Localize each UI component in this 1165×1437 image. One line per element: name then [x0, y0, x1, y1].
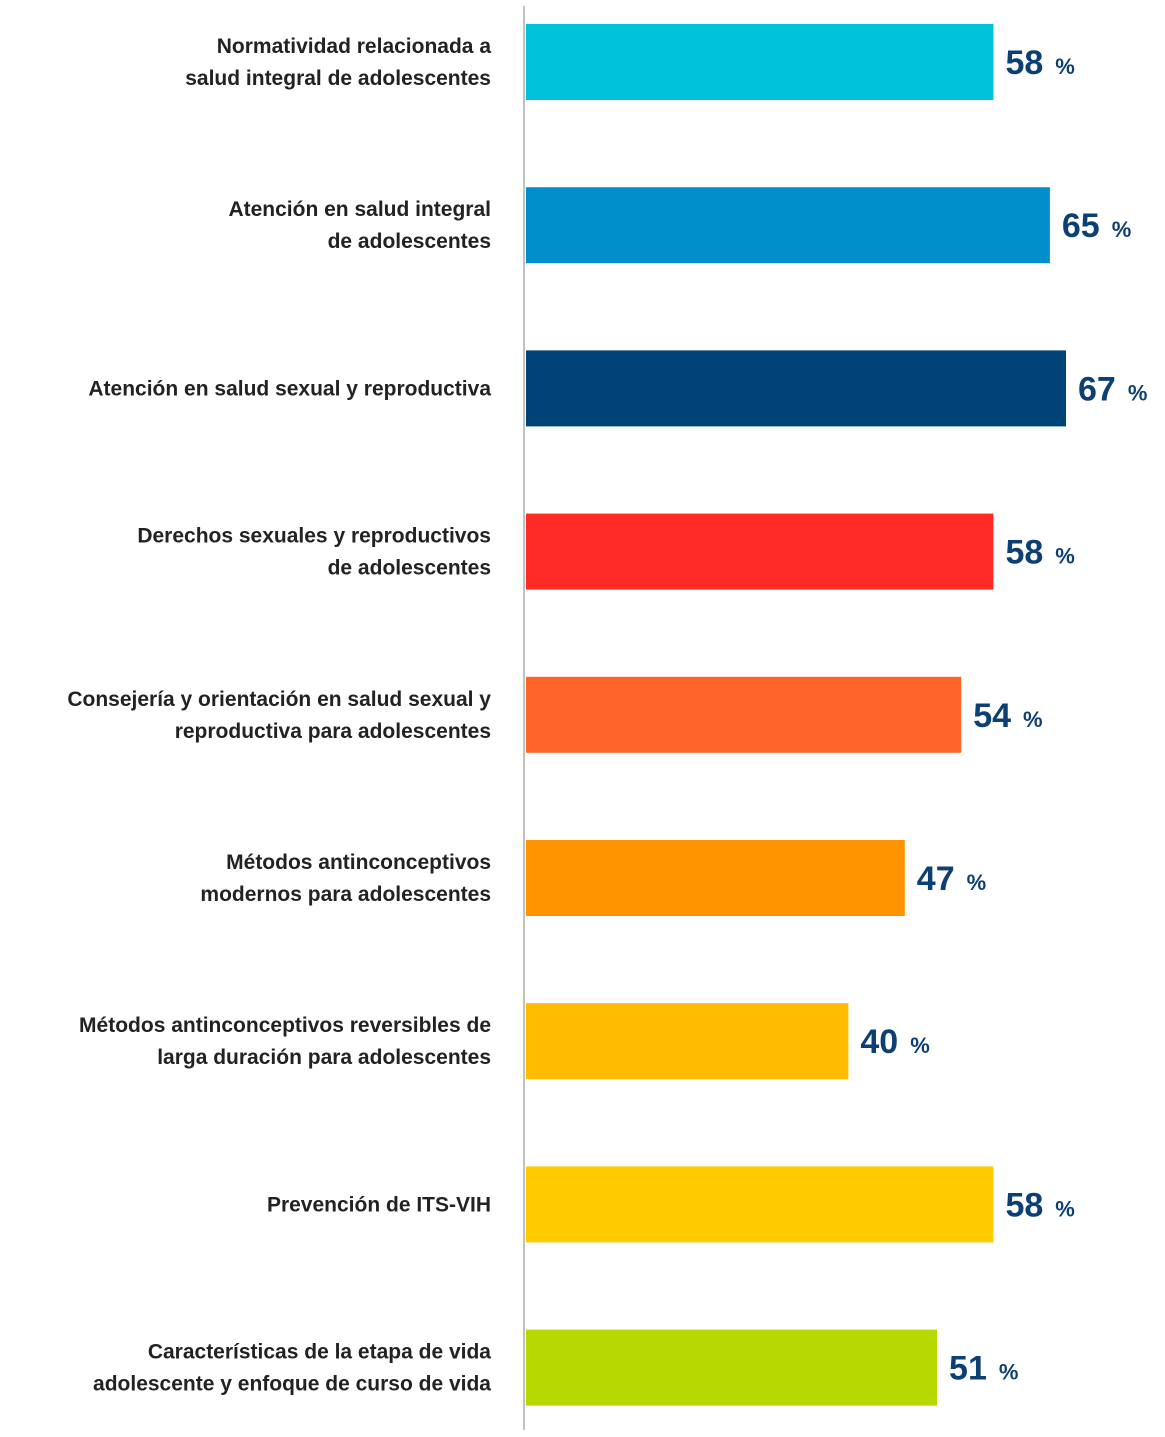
value-label: 54% [973, 697, 1042, 735]
value-number: 65 [1062, 207, 1100, 245]
value-label: 58% [1005, 534, 1074, 572]
category-label: Prevención de ITS-VIH [267, 1193, 491, 1216]
value-unit: % [967, 870, 987, 895]
value-number: 40 [860, 1023, 898, 1061]
value-unit: % [1023, 707, 1043, 732]
value-unit: % [910, 1033, 930, 1058]
bar [526, 350, 1066, 427]
value-number: 58 [1005, 1186, 1043, 1224]
bar [526, 24, 994, 100]
category-label-line: Atención en salud sexual y reproductiva [88, 377, 491, 400]
category-label-line: de adolescentes [328, 230, 491, 253]
category-label: Atención en salud integral de adolescente… [228, 198, 491, 253]
category-label-line: Características de la etapa de vida [148, 1341, 491, 1364]
value-unit: % [1112, 217, 1132, 242]
category-label: Derechos sexuales y reproductivos de adol… [137, 525, 491, 580]
value-number: 67 [1078, 370, 1116, 408]
category-label: Atención en salud sexual y reproductiva [88, 377, 491, 400]
category-label-line: reproductiva para adolescentes [175, 720, 491, 743]
bar [526, 1003, 849, 1080]
category-label-line: Métodos antinconceptivos [226, 851, 491, 874]
value-unit: % [1055, 54, 1075, 79]
category-label: Consejería y orientación en salud sexual… [67, 688, 491, 743]
category-label: Métodos antinconceptivos modernos para ad… [200, 851, 491, 906]
category-label-line: Atención en salud integral [228, 198, 491, 221]
value-unit: % [1055, 544, 1075, 569]
category-label-line: Métodos antinconceptivos reversibles de [79, 1014, 491, 1037]
category-label-line: salud integral de adolescentes [185, 67, 491, 90]
value-unit: % [999, 1360, 1019, 1385]
value-number: 51 [949, 1350, 987, 1388]
category-label-line: larga duración para adolescentes [157, 1046, 491, 1069]
category-label-line: Derechos sexuales y reproductivos [137, 525, 491, 548]
value-label: 65% [1062, 207, 1131, 245]
value-label: 58% [1005, 1186, 1074, 1224]
bar [526, 513, 994, 590]
category-label: Métodos antinconceptivos reversibles de l… [79, 1014, 491, 1069]
bar [526, 1329, 938, 1406]
bar [526, 676, 962, 753]
category-label-line: Prevención de ITS-VIH [267, 1193, 491, 1216]
category-label-line: adolescente y enfoque de curso de vida [93, 1373, 491, 1396]
category-label-line: Consejería y orientación en salud sexual… [67, 688, 491, 711]
value-label: 51% [949, 1350, 1018, 1388]
value-label: 40% [860, 1023, 929, 1061]
value-unit: % [1128, 380, 1148, 405]
value-label: 47% [917, 860, 986, 898]
category-label-line: Normatividad relacionada a [217, 35, 492, 58]
value-label: 67% [1078, 370, 1147, 408]
value-number: 58 [1005, 44, 1043, 82]
bar [526, 1166, 994, 1243]
value-label: 58% [1005, 44, 1074, 82]
bars-group: Normatividad relacionada a salud integral… [67, 24, 1147, 1406]
value-unit: % [1055, 1196, 1075, 1221]
category-label: Características de la etapa de vida adole… [93, 1341, 491, 1396]
category-label: Normatividad relacionada a salud integral… [185, 35, 491, 90]
value-number: 54 [973, 697, 1011, 735]
value-number: 58 [1005, 534, 1043, 572]
bar [526, 840, 905, 916]
bar [526, 187, 1050, 264]
category-label-line: de adolescentes [328, 557, 491, 580]
value-number: 47 [917, 860, 955, 898]
category-label-line: modernos para adolescentes [200, 883, 491, 906]
